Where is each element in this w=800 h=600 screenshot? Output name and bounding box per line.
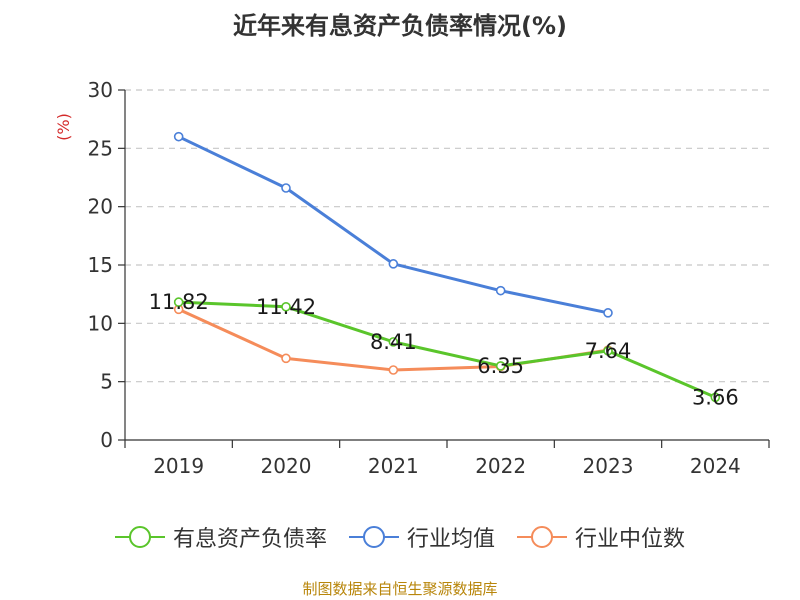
grid-lines	[125, 89, 769, 383]
y-tick-label: 25	[88, 136, 113, 160]
data-point	[173, 297, 184, 307]
data-point	[173, 131, 184, 142]
series-1	[173, 131, 613, 318]
series-line-1	[178, 135, 609, 315]
y-tick-label: 30	[88, 78, 113, 102]
legend-item[interactable]: 行业均值	[348, 521, 495, 553]
data-point	[281, 301, 291, 312]
legend-item[interactable]: 有息资产负债率	[114, 521, 327, 553]
series-0	[173, 297, 721, 403]
axes: 0 5 10 15 20 25 30 (%) 2019 2020 2021 2022 2023 2024	[54, 78, 770, 478]
chart-title: 近年来有息资产负债率情况(%)	[233, 12, 567, 40]
data-point	[281, 183, 291, 193]
legend-label: 有息资产负债率	[172, 527, 327, 552]
y-axis-label: (%)	[54, 113, 73, 141]
legend-marker	[362, 526, 385, 548]
series-lines	[173, 131, 721, 403]
legend-item[interactable]: 行业中位数	[517, 521, 685, 553]
data-point	[495, 361, 506, 371]
y-tick-label: 15	[88, 253, 113, 277]
data-point	[388, 365, 399, 375]
data-point	[388, 259, 399, 269]
legend-label: 行业中位数	[575, 527, 686, 552]
data-label: 3.66	[692, 385, 739, 409]
data-label: 8.41	[370, 330, 417, 354]
legend-swatch	[114, 525, 165, 549]
data-point	[495, 285, 506, 296]
data-point	[603, 346, 613, 356]
y-tick-label: 20	[88, 195, 113, 219]
y-tick-label: 0	[100, 428, 113, 452]
y-tick-label: 10	[88, 311, 113, 335]
data-label: 11.82	[149, 290, 209, 314]
data-label: 6.35	[477, 354, 524, 378]
x-tick-label: 2024	[690, 454, 741, 478]
legend-label: 行业均值	[406, 527, 495, 552]
x-tick-label: 2020	[261, 454, 312, 478]
legend-swatch	[517, 525, 567, 549]
data-point	[281, 353, 291, 364]
legend-marker	[531, 526, 553, 548]
x-tick-label: 2019	[153, 454, 204, 478]
legend-marker	[128, 526, 151, 548]
data-point	[388, 337, 399, 347]
x-tick-label: 2023	[583, 454, 634, 478]
data-point	[603, 308, 613, 318]
series-line-0	[178, 300, 716, 399]
legend: 有息资产负债率 行业均值 行业中位数	[0, 520, 800, 554]
data-point	[710, 392, 721, 403]
y-tick-label: 5	[100, 370, 113, 394]
data-labels: 11.82 11.42 8.41 6.35 7.64 3.66	[149, 290, 739, 409]
legend-swatch	[348, 525, 399, 549]
data-label: 11.42	[256, 295, 316, 319]
source-note: 制图数据来自恒生聚源数据库	[302, 580, 498, 598]
x-tick-label: 2022	[475, 454, 526, 478]
data-label: 7.64	[585, 339, 632, 363]
x-tick-label: 2021	[368, 454, 419, 478]
